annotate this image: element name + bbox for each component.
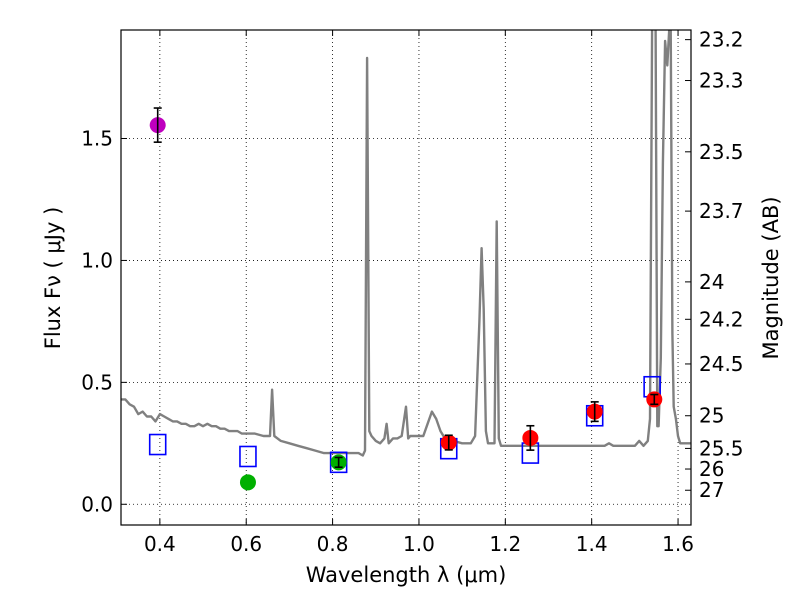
observed-point — [239, 474, 256, 491]
grid — [121, 30, 691, 525]
x-axis-title: Wavelength λ (μm) — [306, 563, 507, 587]
mag-tick-label: 24.2 — [699, 307, 744, 331]
mag-tick-label: 23.2 — [699, 28, 744, 52]
mag-tick-label: 23.3 — [699, 69, 744, 93]
spectrum-line — [121, 30, 691, 457]
x-tick-label: 1.2 — [489, 532, 521, 556]
plot-area — [121, 30, 691, 525]
spectrum-layer — [121, 30, 691, 457]
mag-tick-label: 27 — [699, 478, 724, 502]
y-tick-label: 0.0 — [81, 492, 113, 516]
x-tick-label: 0.8 — [317, 532, 349, 556]
observed-points — [149, 107, 663, 491]
x-tick-label: 1.6 — [662, 532, 694, 556]
ticks — [121, 30, 691, 525]
y-tick-label: 0.5 — [81, 370, 113, 394]
mag-tick-label: 23.5 — [699, 140, 744, 164]
x-tick-label: 0.4 — [144, 532, 176, 556]
x-tick-label: 1.0 — [403, 532, 435, 556]
mag-tick-label: 25.5 — [699, 436, 744, 460]
tick-labels: 0.4 0.6 0.8 1.0 1.2 1.4 1.6 0.0 0.5 1.0 1.5 23.2 23.… — [81, 28, 743, 556]
mag-tick-label: 26 — [699, 457, 724, 481]
model-box — [239, 445, 257, 468]
mag-tick-label: 24 — [699, 270, 724, 294]
mag-tick-label: 25 — [699, 404, 724, 428]
model-box — [148, 433, 167, 456]
x-tick-label: 0.6 — [230, 532, 262, 556]
x-tick-label: 1.4 — [576, 532, 608, 556]
y-tick-label: 1.0 — [81, 248, 113, 272]
y-tick-label: 1.5 — [81, 127, 113, 151]
y-axis-title: Flux Fν ( μJy ) — [41, 207, 65, 350]
mag-tick-label: 23.7 — [699, 199, 744, 223]
y2-axis-title: Magnitude (AB) — [759, 196, 783, 359]
plot-frame — [120, 29, 692, 526]
mag-tick-label: 24.5 — [699, 352, 744, 376]
